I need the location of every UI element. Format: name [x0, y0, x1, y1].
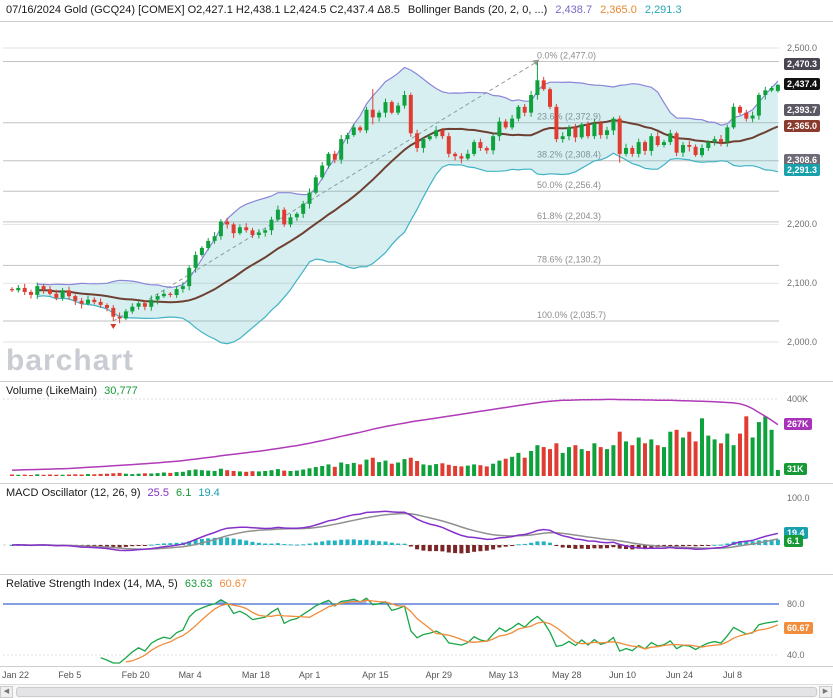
svg-text:23.6% (2,372.9): 23.6% (2,372.9)	[537, 112, 601, 122]
bb-upper-value: 2,438.7	[555, 4, 593, 16]
rsi-ma-value: 60.67	[219, 578, 247, 590]
rsi-value: 63.63	[184, 578, 213, 590]
volume-title-text: Volume (LikeMain)	[6, 385, 98, 397]
svg-text:78.6% (2,130.2): 78.6% (2,130.2)	[537, 254, 601, 264]
panel-divider[interactable]	[0, 381, 833, 382]
bb-lower-value: 2,291.3	[644, 4, 682, 16]
scroll-right-button[interactable]: ▶	[819, 686, 832, 698]
scroll-left-button[interactable]: ◀	[0, 686, 13, 698]
rsi-overbought-fill	[214, 598, 386, 604]
macd-line	[11, 510, 779, 552]
macd-histogram-value: 6.1	[176, 487, 192, 499]
open-interest-line	[11, 398, 779, 471]
indicator-label: Bollinger Bands (20, 2, 0, ...)	[407, 4, 548, 16]
scrollbar-thumb[interactable]	[16, 687, 817, 697]
swing-low-marker	[110, 324, 117, 329]
time-scrollbar[interactable]: ◀ ▶	[0, 684, 833, 698]
candlesticks	[10, 61, 780, 324]
volume-panel-title: Volume (LikeMain) 30,777	[6, 385, 142, 397]
panel-divider	[0, 666, 833, 667]
panel-divider	[0, 21, 833, 22]
macd-panel-title: MACD Oscillator (12, 26, 9) 25.5 6.1 19.…	[6, 487, 224, 499]
rsi-ma-line	[125, 599, 779, 663]
quote-summary: 07/16/2024 Gold (GCQ24) [COMEX] O2,427.1…	[6, 4, 400, 16]
macd-signal-line	[12, 512, 779, 550]
price-gridlines	[3, 47, 779, 343]
bollinger-lower-line	[37, 152, 779, 345]
macd-signal-value: 19.4	[198, 487, 220, 499]
macd-value: 25.5	[147, 487, 169, 499]
volume-current-value: 30,777	[104, 385, 138, 397]
rsi-panel-title: Relative Strength Index (14, MA, 5) 63.6…	[6, 578, 251, 590]
volume-bars	[10, 416, 780, 477]
macd-title-text: MACD Oscillator (12, 26, 9)	[6, 487, 141, 499]
panel-divider[interactable]	[0, 483, 833, 484]
panel-divider[interactable]	[0, 574, 833, 575]
chart-header: 07/16/2024 Gold (GCQ24) [COMEX] O2,427.1…	[0, 0, 833, 21]
bollinger-middle-line	[37, 119, 779, 304]
bollinger-upper-line	[37, 66, 779, 289]
bollinger-band-fill	[37, 67, 778, 344]
rsi-line	[100, 597, 779, 664]
svg-text:50.0% (2,256.4): 50.0% (2,256.4)	[537, 180, 601, 190]
rsi-title-text: Relative Strength Index (14, MA, 5)	[6, 578, 178, 590]
svg-text:0.0% (2,477.0): 0.0% (2,477.0)	[537, 51, 596, 61]
fib-trend-line	[113, 59, 540, 322]
svg-text:61.8% (2,204.3): 61.8% (2,204.3)	[537, 211, 601, 221]
svg-text:100.0% (2,035.7): 100.0% (2,035.7)	[537, 310, 606, 320]
svg-text:38.2% (2,308.4): 38.2% (2,308.4)	[537, 150, 601, 160]
barchart-watermark: barchart	[6, 344, 135, 377]
bb-middle-value: 2,365.0	[600, 4, 637, 16]
